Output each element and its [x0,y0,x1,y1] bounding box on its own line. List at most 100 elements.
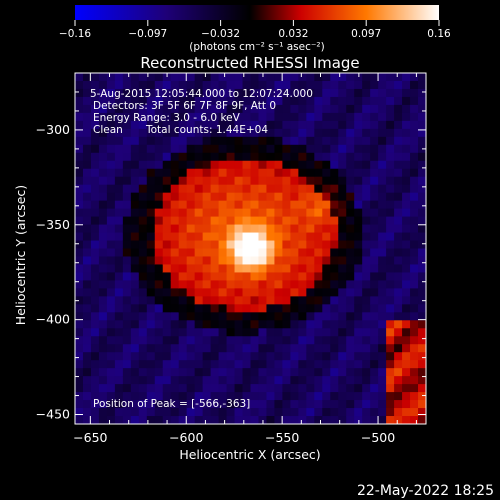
heatmap-cell [322,240,331,250]
heatmap-cell [218,360,228,369]
heatmap-cell [178,240,188,250]
heatmap-cell [154,376,164,385]
heatmap-cell [98,296,108,305]
heatmap-cell [266,408,276,417]
heatmap-cell [130,200,140,210]
heatmap-cell [410,408,419,417]
heatmap-cell [258,96,268,106]
heatmap-cell [266,304,276,313]
heatmap-cell [90,288,100,297]
heatmap-cell [242,240,252,250]
heatmap-cell [410,400,419,409]
heatmap-cell [250,288,260,297]
heatmap-cell [138,304,148,313]
heatmap-cell [162,80,172,90]
heatmap-cell [170,80,180,90]
heatmap-cell [298,272,307,282]
heatmap-cell [130,272,140,282]
heatmap-cell [346,120,355,130]
heatmap-cell [194,304,204,313]
heatmap-cell [410,104,419,114]
heatmap-cell [186,144,196,154]
heatmap-cell [282,192,291,202]
heatmap-cell [282,112,291,122]
heatmap-cell [154,288,164,297]
heatmap-cell [186,96,196,106]
heatmap-cell [258,344,268,353]
heatmap-cell [354,368,363,377]
heatmap-cell [362,88,371,98]
heatmap-cell [138,296,148,305]
heatmap-cell [330,152,339,162]
heatmap-cell [106,73,116,82]
heatmap-cell [378,73,387,82]
heatmap-cell [330,296,339,305]
heatmap-cell [258,208,268,218]
heatmap-cell [75,400,84,409]
heatmap-cell [250,272,260,282]
heatmap-cell [314,240,323,250]
heatmap-cell [370,216,379,226]
heatmap-cell [146,88,156,98]
heatmap-cell [346,160,355,170]
heatmap-cell [218,73,228,82]
heatmap-cell [362,128,371,138]
heatmap-cell [290,416,299,424]
heatmap-cell [154,184,164,194]
heatmap-cell [218,312,228,321]
heatmap-cell [338,168,347,178]
heatmap-cell [394,376,403,385]
heatmap-cell [194,152,204,162]
heatmap-cell [394,216,403,226]
heatmap-cell [290,296,299,305]
heatmap-cell [106,224,116,234]
heatmap-cell [322,296,331,305]
heatmap-cell [418,88,426,98]
heatmap-cell [266,240,276,250]
heatmap-cell [178,232,188,242]
heatmap-cell [154,240,164,250]
heatmap-cell [138,320,148,329]
heatmap-cell [314,248,323,258]
heatmap-cell [370,232,379,242]
heatmap-cell [194,336,204,345]
heatmap-cell [194,120,204,130]
heatmap-cell [178,280,188,289]
heatmap-cell [338,160,347,170]
heatmap-cell [210,368,220,377]
heatmap-cell [306,248,315,258]
heatmap-cell [194,96,204,106]
heatmap-cell [354,216,363,226]
heatmap-cell [362,248,371,258]
heatmap-cell [242,112,252,122]
heatmap-cell [90,400,100,409]
heatmap-cell [274,104,284,114]
heatmap-cell [154,192,164,202]
heatmap-cell [266,112,276,122]
heatmap-cell [242,312,252,321]
heatmap-cell [290,392,299,401]
heatmap-cell [114,232,124,242]
heatmap-cell [202,328,212,337]
heatmap-cell [322,232,331,242]
heatmap-cell [162,104,172,114]
heatmap-cell [162,96,172,106]
heatmap-cell [266,128,276,138]
heatmap-cell [250,336,260,345]
heatmap-cell [258,88,268,98]
heatmap-cell [338,200,347,210]
heatmap-cell [402,304,411,313]
heatmap-cell [226,73,236,82]
heatmap-cell [386,368,395,377]
heatmap-cell [82,80,92,90]
heatmap-cell [170,288,180,297]
heatmap-cell [154,296,164,305]
heatmap-cell [242,344,252,353]
heatmap-cell [418,256,426,266]
heatmap-cell [298,80,307,90]
heatmap-cell [170,152,180,162]
heatmap-cell [162,344,172,353]
heatmap-cell [98,232,108,242]
heatmap-cell [330,312,339,321]
heatmap-cell [90,120,100,130]
